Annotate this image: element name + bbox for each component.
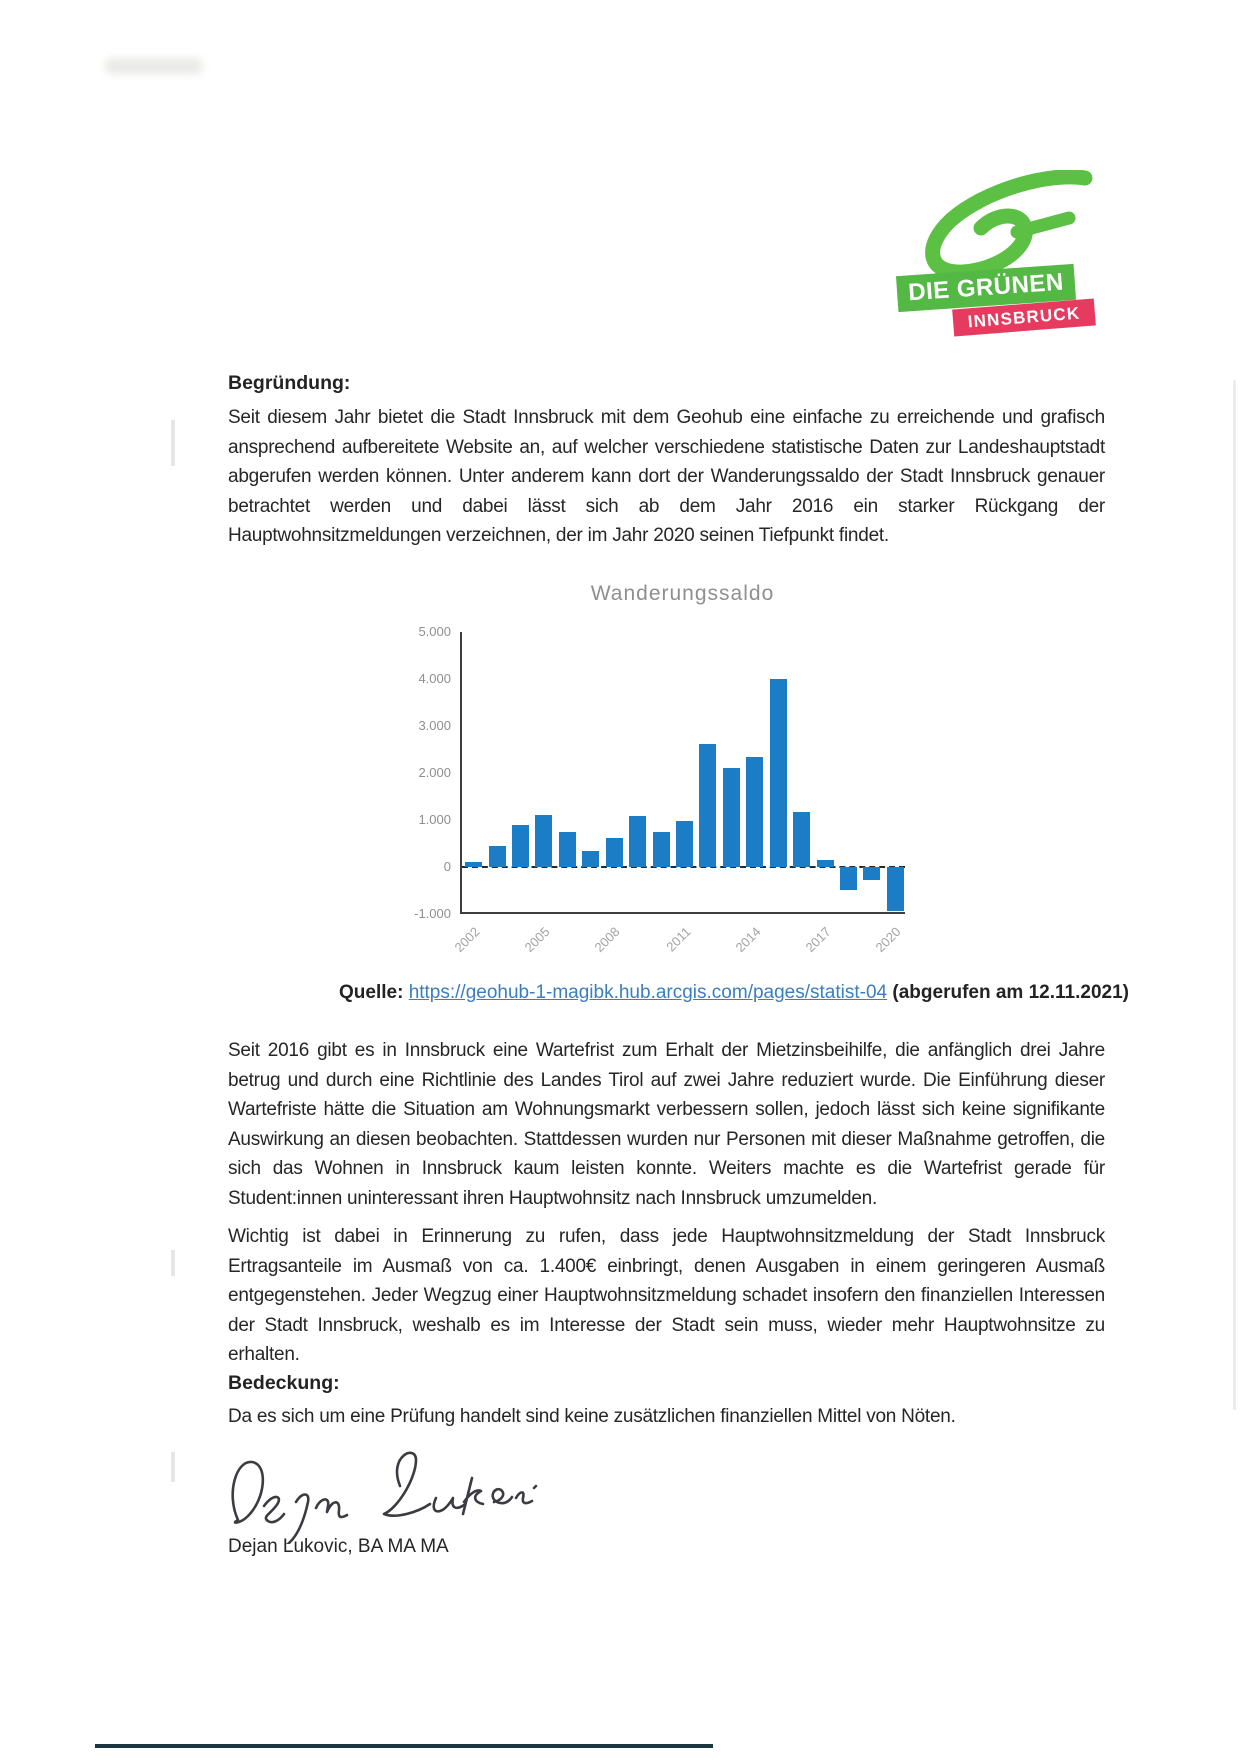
signature-caption: Dejan Lukovic, BA MA MA xyxy=(228,1536,449,1557)
chart-bar-2012 xyxy=(699,743,717,867)
chart-y-axis: 5.000 4.000 3.000 2.000 1.000 0 -1.000 xyxy=(395,624,451,921)
chart-y-tick-label: 1.000 xyxy=(418,812,451,827)
wanderungssaldo-chart: Wanderungssaldo 5.000 4.000 3.000 2.000 1.00… xyxy=(395,580,975,990)
chart-bar-2016 xyxy=(793,811,811,867)
chart-bar-2005 xyxy=(535,815,553,867)
chart-bar-2019 xyxy=(863,867,881,880)
chart-bar-2010 xyxy=(652,831,670,867)
source-prefix: Quelle: xyxy=(339,982,404,1003)
heading-bedeckung: Bedeckung: xyxy=(228,1372,340,1394)
chart-x-tick-label: 2005 xyxy=(521,924,553,956)
heading-begruendung: Begründung: xyxy=(228,372,351,394)
chart-bar-2013 xyxy=(722,768,740,867)
scan-edge-strip xyxy=(1233,380,1236,1410)
handwritten-signature xyxy=(222,1444,552,1550)
chart-x-tick-label: 2008 xyxy=(591,924,623,956)
chart-bar-2014 xyxy=(746,756,764,867)
chart-bar-2015 xyxy=(769,679,787,867)
chart-bar-2004 xyxy=(512,824,530,867)
source-line: Quelle: https://geohub-1-magibk.hub.arcg… xyxy=(339,982,1129,1004)
scan-margin-mark xyxy=(171,1452,175,1482)
scan-margin-mark xyxy=(171,1250,175,1276)
paragraph-bedeckung: Da es sich um eine Prüfung handelt sind … xyxy=(228,1406,956,1427)
chart-bar-2017 xyxy=(816,859,834,867)
chart-bar-2006 xyxy=(558,831,576,867)
chart-bar-2011 xyxy=(676,820,693,867)
chart-y-tick-label: 4.000 xyxy=(418,671,451,686)
source-link[interactable]: https://geohub-1-magibk.hub.arcgis.com/p… xyxy=(408,982,888,1003)
chart-bar-2002 xyxy=(465,862,483,867)
chart-bar-2020 xyxy=(886,867,904,911)
chart-bar-2018 xyxy=(839,867,857,890)
chart-x-tick-label: 2017 xyxy=(802,924,834,956)
chart-x-tick-label: 2020 xyxy=(872,924,904,956)
scan-bottom-edge-line xyxy=(95,1744,713,1748)
chart-zero-line xyxy=(462,866,905,868)
chart-y-tick-label: 0 xyxy=(443,859,451,874)
greens-swoosh-g-icon xyxy=(925,170,1093,280)
signature-scribble-icon xyxy=(231,1451,538,1550)
chart-x-axis: 2002 2005 2008 2011 2014 2017 2020 xyxy=(451,916,905,986)
chart-bar-2003 xyxy=(488,845,506,867)
chart-y-tick-label: 2.000 xyxy=(418,765,451,780)
chart-bar-2009 xyxy=(629,816,647,867)
scan-margin-mark xyxy=(171,420,175,466)
chart-x-tick-label: 2011 xyxy=(662,924,694,955)
chart-x-tick-label: 2002 xyxy=(451,924,483,956)
chart-y-tick-label: 3.000 xyxy=(418,718,451,733)
paragraph-begruendung: Seit diesem Jahr bietet die Stadt Innsbr… xyxy=(228,407,1105,547)
chart-plot xyxy=(460,632,905,914)
chart-x-tick-label: 2014 xyxy=(732,924,764,956)
paragraph-ertragsanteile: Wichtig ist dabei in Erinnerung zu rufen… xyxy=(228,1226,1105,1366)
scan-smudge xyxy=(105,58,203,74)
logo-text-innsbruck: INNSBRUCK xyxy=(966,303,1081,331)
chart-y-tick-label: -1.000 xyxy=(414,906,451,921)
chart-y-tick-label: 5.000 xyxy=(418,624,451,639)
paragraph-wartefrist: Seit 2016 gibt es in Innsbruck eine Wart… xyxy=(228,1040,1105,1209)
chart-title: Wanderungssaldo xyxy=(590,582,775,605)
chart-bar-2007 xyxy=(582,851,600,867)
die-gruenen-logo: DIE GRÜNEN INNSBRUCK xyxy=(893,170,1103,355)
source-suffix: (abgerufen am 12.11.2021) xyxy=(892,982,1129,1003)
chart-bar-2008 xyxy=(605,837,623,867)
